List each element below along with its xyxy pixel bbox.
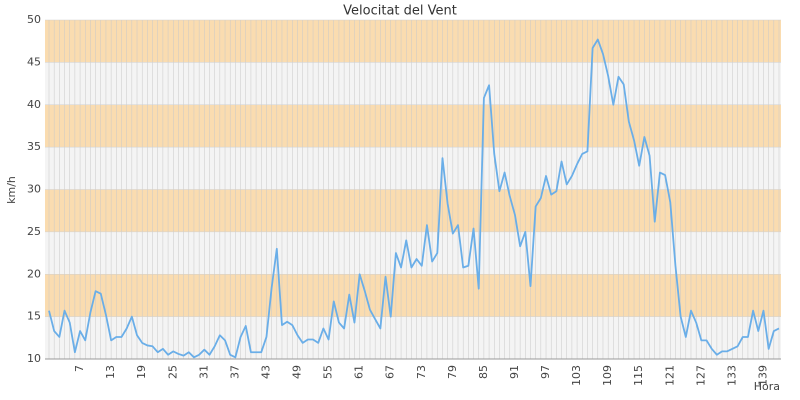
x-tick-label: 49 xyxy=(291,365,304,379)
plot-band xyxy=(45,104,781,148)
y-tick-label: 20 xyxy=(27,267,41,280)
x-tick-label: 19 xyxy=(135,365,148,379)
chart-title: Velocitat del Vent xyxy=(343,4,457,19)
x-tick-label: 73 xyxy=(415,365,428,379)
x-tick-label: 79 xyxy=(446,365,459,379)
x-tick-label: 43 xyxy=(259,365,272,379)
plot-band xyxy=(45,274,781,317)
plot-band xyxy=(45,189,781,232)
plot-band xyxy=(45,316,781,359)
data-line xyxy=(48,38,780,359)
x-tick-label: 37 xyxy=(228,365,241,379)
x-tick-label: 139 xyxy=(756,365,769,386)
x-tick-label: 121 xyxy=(663,365,676,386)
y-tick-label: 15 xyxy=(27,310,41,323)
plot-band xyxy=(45,20,781,63)
y-tick-label: 45 xyxy=(27,55,41,68)
x-tick-label: 55 xyxy=(322,365,335,379)
y-tick-label: 50 xyxy=(27,13,41,26)
x-tick-label: 67 xyxy=(384,365,397,379)
x-tick-label: 109 xyxy=(601,365,614,386)
x-tick-label: 103 xyxy=(570,365,583,386)
y-tick-label: 35 xyxy=(27,140,41,153)
x-tick-label: 61 xyxy=(353,365,366,379)
x-tick-label: 133 xyxy=(725,365,738,386)
y-axis-label: km/h xyxy=(5,176,18,204)
x-tick-label: 31 xyxy=(197,365,210,379)
x-tick-label: 127 xyxy=(694,365,707,386)
x-tick-label: 85 xyxy=(477,365,490,379)
x-tick-label: 97 xyxy=(539,365,552,379)
x-tick-label: 91 xyxy=(508,365,521,379)
x-tick-label: 115 xyxy=(632,365,645,386)
plot-band xyxy=(45,62,781,105)
y-tick-label: 10 xyxy=(27,352,41,365)
y-tick-label: 25 xyxy=(27,225,41,238)
x-tick-label: 13 xyxy=(104,365,117,379)
y-tick-label: 40 xyxy=(27,98,41,111)
x-tick-label: 25 xyxy=(166,365,179,379)
x-tick-label: 7 xyxy=(73,365,86,372)
plot-band xyxy=(45,147,781,190)
y-tick-label: 30 xyxy=(27,183,41,196)
plot-band xyxy=(45,231,781,275)
x-axis-label: Hora xyxy=(754,380,780,393)
